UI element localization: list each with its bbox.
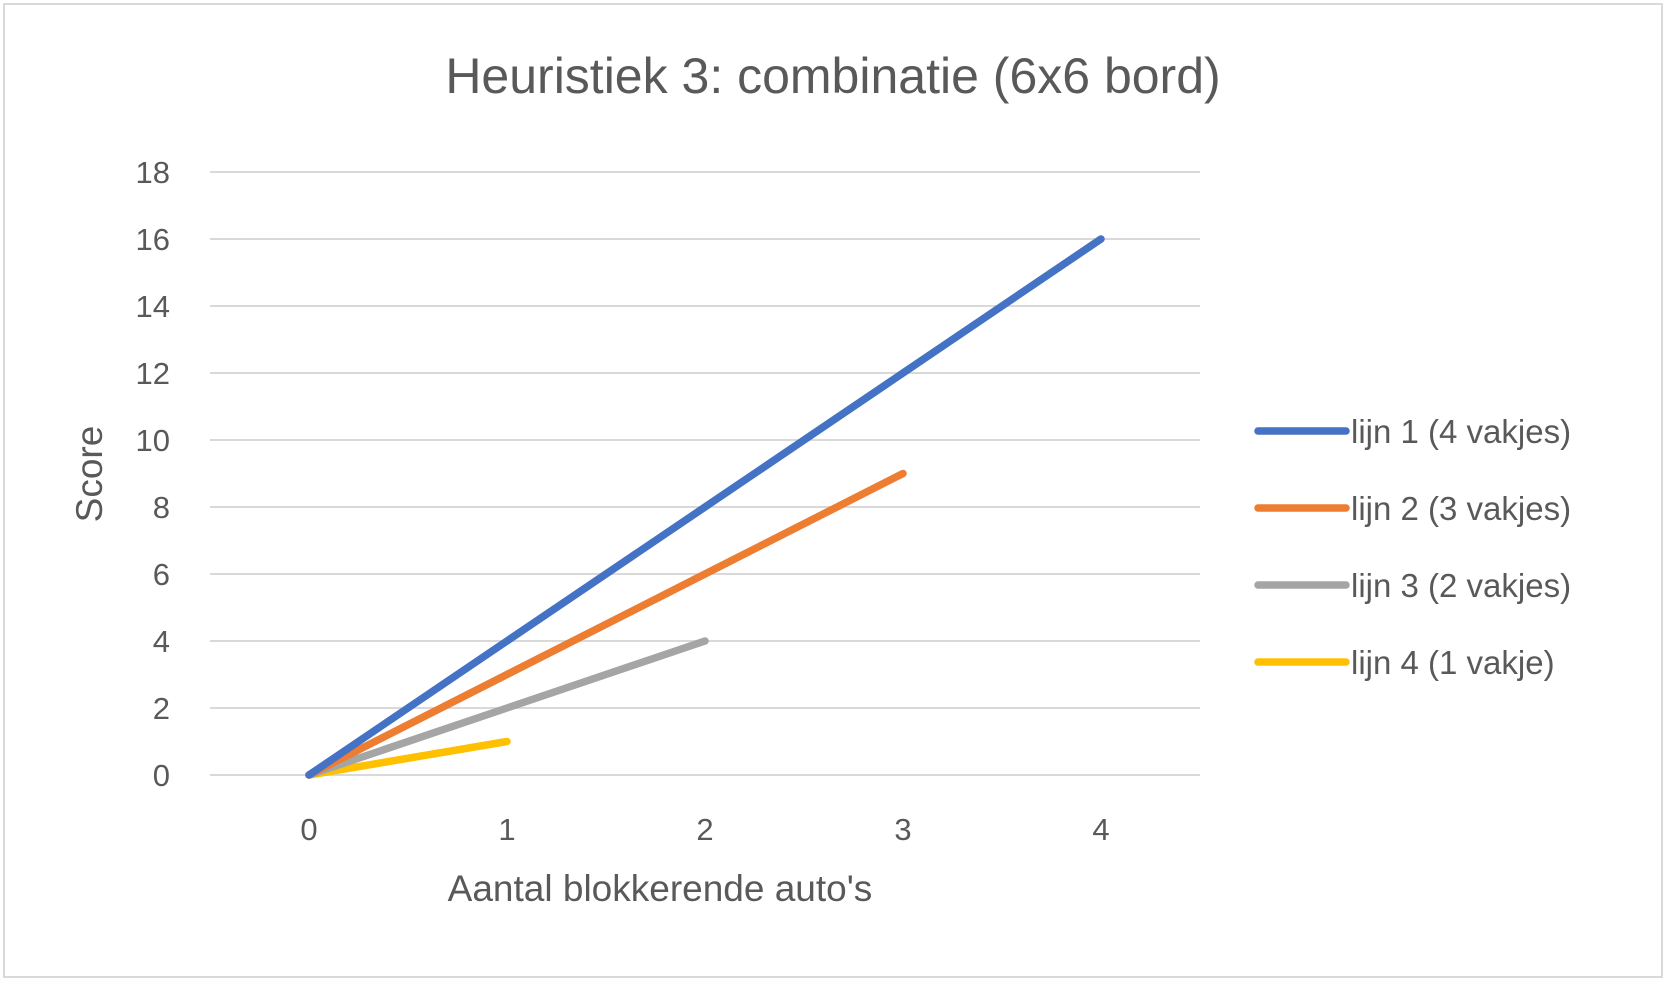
chart-area: [3, 3, 1663, 978]
chart-title: Heuristiek 3: combinatie (6x6 bord): [445, 48, 1220, 104]
x-axis-label: Aantal blokkerende auto's: [448, 868, 873, 909]
x-tick-label: 1: [498, 812, 515, 847]
legend-label: lijn 2 (3 vakjes): [1351, 490, 1571, 527]
x-tick-label: 3: [894, 812, 911, 847]
legend-label: lijn 1 (4 vakjes): [1351, 413, 1571, 450]
series-lines: [305, 235, 1105, 779]
legend-label: lijn 3 (2 vakjes): [1351, 567, 1571, 604]
y-tick-label: 4: [153, 624, 170, 659]
legend: lijn 1 (4 vakjes) lijn 2 (3 vakjes) lijn 3…: [1254, 413, 1571, 681]
y-tick-label: 12: [136, 356, 170, 391]
y-tick-label: 16: [136, 222, 170, 257]
gridlines: [210, 171, 1200, 776]
y-tick-label: 18: [136, 155, 170, 190]
legend-label: lijn 4 (1 vakje): [1351, 644, 1555, 681]
series-line: [305, 235, 1105, 779]
x-tick-label: 4: [1092, 812, 1109, 847]
x-tick-label: 2: [696, 812, 713, 847]
series-line: [305, 637, 709, 779]
y-axis-label: Score: [69, 426, 110, 523]
y-tick-label: 0: [153, 758, 170, 793]
x-axis-ticks: 0 1 2 3 4: [300, 812, 1109, 847]
y-axis-ticks: 0 2 4 6 8 10 12 14 16 18: [136, 155, 170, 793]
series-line: [305, 737, 511, 779]
y-tick-label: 6: [153, 557, 170, 592]
y-tick-label: 2: [153, 691, 170, 726]
y-tick-label: 8: [153, 490, 170, 525]
y-tick-label: 14: [136, 289, 170, 324]
series-line: [305, 469, 907, 779]
y-tick-label: 10: [136, 423, 170, 458]
x-tick-label: 0: [300, 812, 317, 847]
